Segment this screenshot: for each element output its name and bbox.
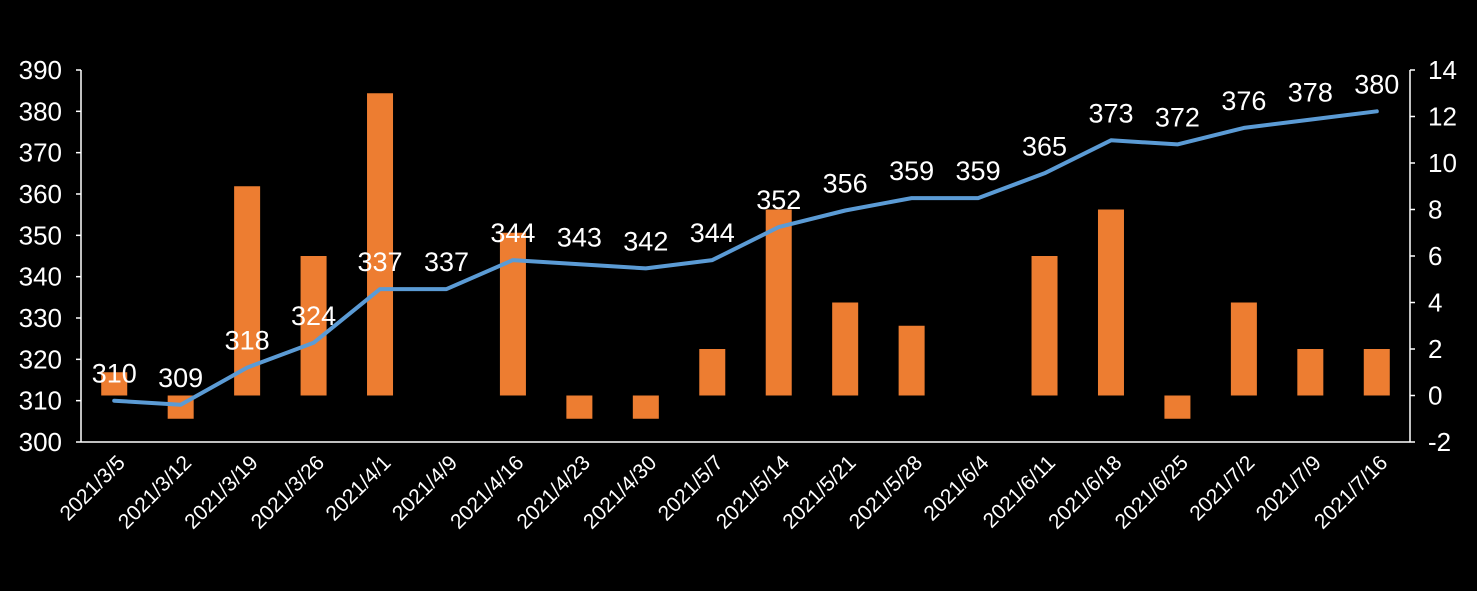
left-tick-label: 360 <box>19 179 62 209</box>
right-tick-label: 4 <box>1428 288 1442 318</box>
data-label-2021/5/21: 356 <box>823 169 868 199</box>
x-tick-label: 2021/7/2 <box>1185 451 1259 525</box>
x-axis: 2021/3/52021/3/122021/3/192021/3/262021/… <box>56 441 1410 534</box>
line-series <box>112 109 1379 407</box>
data-label-2021/7/2: 376 <box>1221 86 1266 116</box>
x-tick-label: 2021/4/1 <box>321 451 395 525</box>
data-label-2021/4/23: 343 <box>557 222 602 252</box>
right-tick-label: 12 <box>1428 102 1457 132</box>
bar-2021/3/19 <box>234 186 261 396</box>
data-label-2021/4/1: 337 <box>357 247 402 277</box>
bar-2021/6/11 <box>1031 256 1058 396</box>
bar-2021/5/21 <box>832 302 859 396</box>
right-tick-label: 14 <box>1428 55 1457 85</box>
bar-2021/6/25 <box>1164 395 1191 419</box>
bar-2021/4/1 <box>367 93 394 396</box>
x-tick-label: 2021/5/28 <box>845 451 927 533</box>
data-label-2021/3/19: 318 <box>225 326 270 356</box>
right-tick-label: 6 <box>1428 241 1442 271</box>
right-y-axis: -2 0 2 4 6 8 10 12 14 <box>1409 55 1457 457</box>
data-label-2021/5/7: 344 <box>690 218 735 248</box>
left-tick-label: 330 <box>19 303 62 333</box>
left-tick-label: 310 <box>19 386 62 416</box>
data-label-2021/6/4: 359 <box>956 156 1001 186</box>
data-label-2021/6/18: 373 <box>1088 98 1133 128</box>
data-label-2021/4/16: 344 <box>490 218 535 248</box>
left-tick-label: 380 <box>19 96 62 126</box>
x-tick-label: 2021/4/30 <box>579 451 661 533</box>
data-labels: 310 309 318 324 337 337 344 343 342 344 352 356 359 3… <box>92 69 1400 392</box>
bar-2021/7/9 <box>1297 349 1324 396</box>
bar-2021/5/14 <box>765 209 792 396</box>
data-label-2021/6/25: 372 <box>1155 102 1200 132</box>
right-tick-label: 0 <box>1428 381 1442 411</box>
left-tick-label: 340 <box>19 262 62 292</box>
bar-series <box>101 93 1390 419</box>
bar-2021/3/26 <box>300 256 327 396</box>
bar-2021/6/18 <box>1097 209 1124 396</box>
bar-2021/4/30 <box>632 395 659 419</box>
data-label-2021/7/9: 378 <box>1288 78 1333 108</box>
data-label-2021/7/16: 380 <box>1354 69 1399 99</box>
bar-2021/3/5 <box>101 372 128 396</box>
bar-2021/5/7 <box>699 349 726 396</box>
bar-2021/4/16 <box>499 232 526 396</box>
right-tick-label: 8 <box>1428 195 1442 225</box>
bar-2021/4/23 <box>566 395 593 419</box>
data-label-2021/5/28: 359 <box>889 156 934 186</box>
bar-2021/5/28 <box>898 325 925 396</box>
left-tick-label: 370 <box>19 138 62 168</box>
x-tick-label: 2021/3/26 <box>247 451 329 533</box>
left-y-axis: 300 310 320 330 340 350 360 370 380 390 <box>19 55 82 457</box>
data-label-2021/3/26: 324 <box>291 301 336 331</box>
data-label-2021/6/11: 365 <box>1022 131 1067 161</box>
x-tick-label: 2021/6/25 <box>1111 451 1193 533</box>
data-label-2021/4/30: 342 <box>623 226 668 256</box>
bar-2021/7/16 <box>1363 349 1390 396</box>
index-line <box>112 109 1379 407</box>
left-tick-label: 320 <box>19 344 62 374</box>
left-tick-label: 390 <box>19 55 62 85</box>
right-tick-label: 10 <box>1428 148 1457 178</box>
left-tick-label: 350 <box>19 220 62 250</box>
x-tick-label: 2021/7/16 <box>1310 451 1392 533</box>
data-label-2021/5/14: 352 <box>756 185 801 215</box>
right-tick-label: 2 <box>1428 334 1442 364</box>
data-label-2021/3/5: 310 <box>92 359 137 389</box>
data-label-2021/4/9: 337 <box>424 247 469 277</box>
left-tick-label: 300 <box>19 427 62 457</box>
bar-2021/7/2 <box>1230 302 1257 396</box>
data-label-2021/3/12: 309 <box>158 363 203 393</box>
right-tick-label: -2 <box>1428 427 1451 457</box>
